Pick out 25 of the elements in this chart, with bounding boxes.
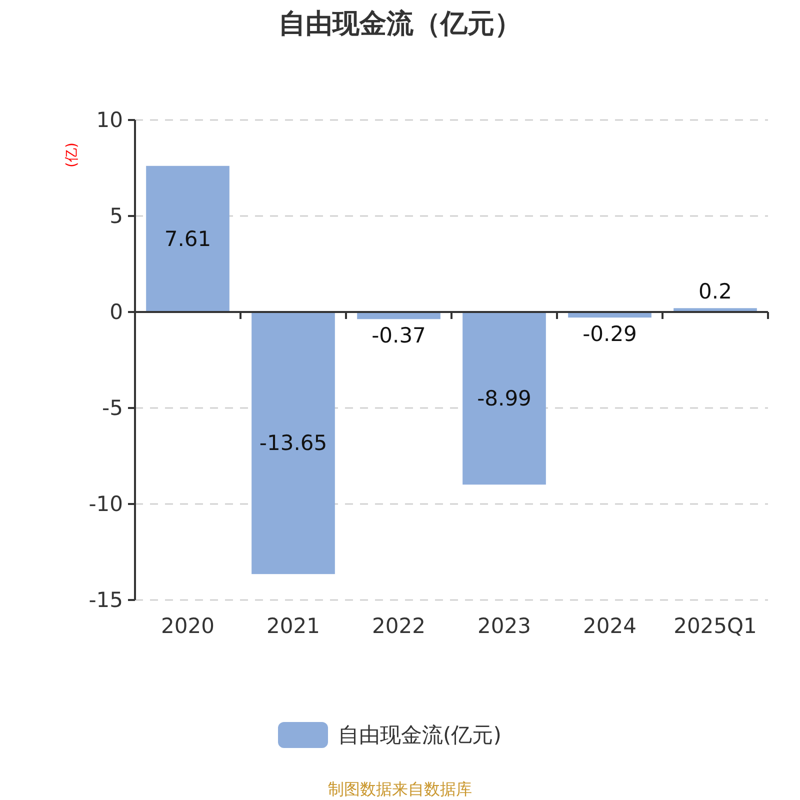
y-tick-label: 5 [110, 204, 123, 228]
chart-title: 自由现金流（亿元） [278, 8, 522, 40]
data-label: -8.99 [477, 386, 532, 410]
text: 制图数据来自数据库 [328, 780, 472, 798]
y-tick-label: 0 [110, 300, 123, 324]
y-tick-label: -15 [88, 588, 123, 612]
bar [146, 166, 230, 312]
x-tick-label: 2020 [161, 614, 214, 638]
x-tick-label: 2023 [478, 614, 531, 638]
y-tick-label: 10 [96, 108, 123, 132]
bar [252, 312, 335, 574]
y-tick-label: -5 [102, 396, 123, 420]
y-tick-label: -10 [88, 492, 123, 516]
legend-label: 自由现金流(亿元) [338, 723, 502, 747]
data-label: 0.2 [698, 280, 732, 304]
x-tick-label: 2022 [372, 614, 426, 638]
bar [462, 312, 546, 485]
data-label: -0.37 [372, 324, 426, 348]
data-label: 7.61 [164, 226, 212, 251]
data-label: -0.29 [582, 322, 637, 346]
y-axis-title: (亿) [64, 142, 80, 168]
x-tick-label: 2021 [266, 614, 320, 638]
data-label: -13.65 [259, 431, 328, 456]
x-tick-label: 2024 [583, 614, 636, 638]
x-tick-label: 2025Q1 [674, 614, 757, 638]
